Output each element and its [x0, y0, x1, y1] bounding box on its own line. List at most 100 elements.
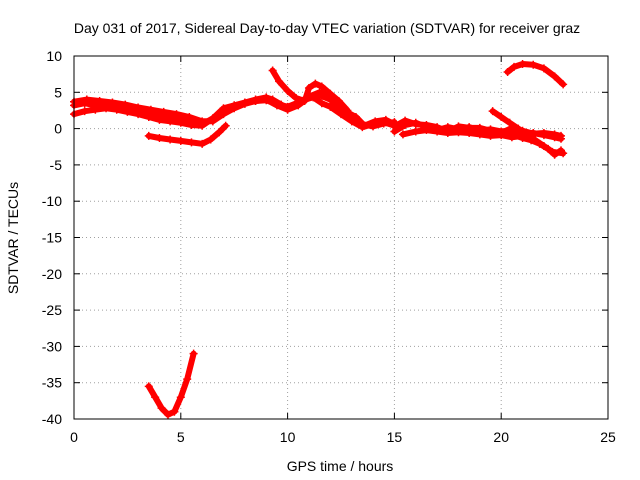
- data-point-plus: [334, 97, 343, 106]
- series-arc-5: [144, 121, 230, 148]
- data-point-plus: [486, 131, 495, 140]
- data-point-plus: [166, 117, 175, 126]
- data-point-plus: [454, 128, 463, 137]
- data-point-plus: [198, 139, 207, 148]
- data-point-plus: [219, 110, 228, 119]
- data-point-plus: [317, 82, 326, 91]
- data-point-plus: [123, 107, 132, 116]
- data-point-plus: [206, 135, 215, 144]
- y-axis-label: SDTVAR / TECUs: [5, 182, 21, 294]
- data-point-plus: [371, 117, 380, 126]
- data-point-plus: [262, 96, 271, 105]
- data-point-plus: [550, 130, 559, 139]
- data-point-plus: [108, 98, 117, 107]
- y-tick-label: 10: [46, 48, 62, 64]
- data-point-plus: [155, 134, 164, 143]
- data-point-plus: [398, 130, 407, 139]
- data-point-plus: [465, 128, 474, 137]
- data-point-plus: [401, 116, 410, 125]
- data-point-plus: [411, 120, 420, 129]
- x-tick-label: 0: [70, 429, 78, 445]
- data-point-plus: [539, 64, 548, 73]
- data-point-plus: [527, 136, 536, 145]
- y-tick-label: -20: [42, 266, 62, 282]
- data-point-plus: [559, 80, 568, 89]
- data-point-plus: [539, 128, 548, 137]
- data-point-plus: [230, 104, 239, 113]
- data-point-plus: [251, 97, 260, 106]
- data-point-plus: [82, 95, 91, 104]
- data-point-plus: [351, 112, 360, 121]
- data-point-plus: [134, 103, 143, 112]
- y-tick-label: 0: [54, 121, 62, 137]
- data-point-plus: [311, 79, 320, 88]
- data-point-plus: [550, 150, 559, 159]
- data-point-plus: [240, 99, 249, 108]
- data-point-plus: [518, 134, 527, 143]
- data-point-plus: [505, 118, 514, 127]
- data-point-plus: [151, 393, 160, 402]
- data-point-plus: [304, 83, 313, 92]
- data-point-plus: [300, 97, 309, 106]
- data-point-plus: [208, 117, 217, 126]
- tick-labels: 0 5 10 15 20 25 10 5 0 -5 -10 -15 -20 -25 -30 -35 -40: [42, 48, 616, 445]
- y-tick-label: -35: [42, 375, 62, 391]
- data-point-plus: [443, 128, 452, 137]
- series-arc-4: [268, 66, 352, 115]
- data-point-plus: [183, 375, 192, 384]
- data-point-plus: [326, 89, 335, 98]
- data-point-plus: [411, 127, 420, 136]
- data-point-plus: [475, 130, 484, 139]
- series-arc-11: [503, 59, 568, 89]
- data-series: [70, 59, 568, 419]
- x-tick-label: 10: [280, 429, 296, 445]
- data-point-plus: [488, 107, 497, 116]
- y-tick-label: 5: [54, 84, 62, 100]
- data-point-plus: [166, 135, 175, 144]
- data-point-plus: [221, 121, 230, 130]
- data-point-plus: [215, 128, 224, 137]
- data-point-plus: [557, 146, 566, 155]
- data-point-plus: [176, 136, 185, 145]
- data-point-plus: [144, 112, 153, 121]
- y-tick-label: -15: [42, 230, 62, 246]
- data-point-plus: [422, 126, 431, 135]
- data-point-plus: [557, 131, 566, 140]
- data-point-plus: [144, 382, 153, 391]
- data-point-plus: [501, 128, 510, 137]
- x-tick-label: 25: [600, 429, 616, 445]
- data-point-plus: [176, 393, 185, 402]
- data-point-plus: [146, 105, 155, 114]
- data-point-plus: [198, 117, 207, 126]
- data-point-plus: [121, 100, 130, 109]
- chart-title: Day 031 of 2017, Sidereal Day-to-day VTE…: [74, 20, 580, 36]
- data-point-plus: [91, 105, 100, 114]
- data-point-plus: [185, 112, 194, 121]
- data-point-plus: [343, 106, 352, 115]
- data-point-plus: [535, 139, 544, 148]
- data-point-plus: [189, 349, 198, 358]
- data-point-plus: [510, 131, 519, 140]
- data-point-plus: [275, 77, 284, 86]
- data-point-plus: [550, 72, 559, 81]
- x-tick-label: 15: [387, 429, 403, 445]
- series-arc-12: [144, 349, 198, 419]
- data-point-plus: [510, 62, 519, 71]
- x-axis-label: GPS time / hours: [287, 458, 394, 474]
- data-point-plus: [268, 66, 277, 75]
- data-point-plus: [529, 60, 538, 69]
- data-point-plus: [315, 88, 324, 97]
- data-point-plus: [187, 120, 196, 129]
- series-arc-10: [501, 128, 566, 159]
- data-point-plus: [155, 115, 164, 124]
- data-point-plus: [187, 138, 196, 147]
- data-point-plus: [170, 407, 179, 416]
- data-point-plus: [514, 124, 523, 133]
- data-point-plus: [95, 97, 104, 106]
- data-point-plus: [390, 122, 399, 131]
- data-point-plus: [172, 110, 181, 119]
- y-tick-label: -5: [50, 157, 63, 173]
- data-point-plus: [381, 115, 390, 124]
